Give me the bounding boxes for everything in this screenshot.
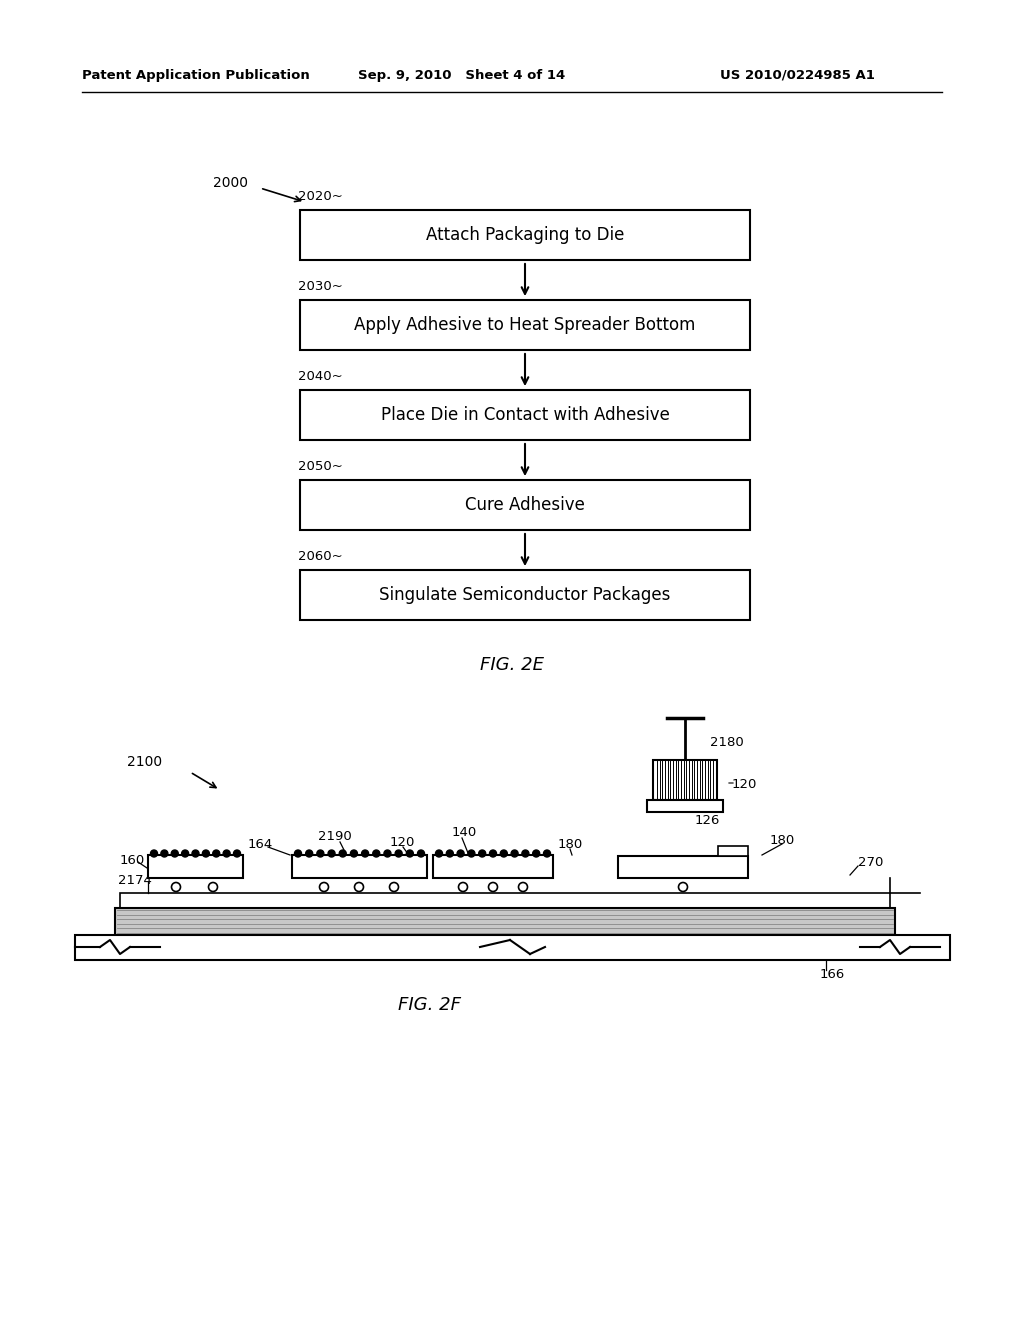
Circle shape xyxy=(171,850,178,857)
Text: 180: 180 xyxy=(770,833,796,846)
Text: US 2010/0224985 A1: US 2010/0224985 A1 xyxy=(720,69,874,82)
Circle shape xyxy=(459,883,468,891)
Text: FIG. 2E: FIG. 2E xyxy=(480,656,544,675)
Circle shape xyxy=(223,850,230,857)
Circle shape xyxy=(361,850,369,857)
Circle shape xyxy=(384,850,391,857)
Circle shape xyxy=(435,850,442,857)
Bar xyxy=(653,760,717,800)
Circle shape xyxy=(457,850,464,857)
Text: 2174: 2174 xyxy=(118,874,152,887)
Bar xyxy=(300,389,750,440)
Text: 2190: 2190 xyxy=(318,829,352,842)
Text: Singulate Semiconductor Packages: Singulate Semiconductor Packages xyxy=(379,586,671,605)
Text: 120: 120 xyxy=(390,836,416,849)
Text: 126: 126 xyxy=(695,813,720,826)
Bar xyxy=(148,855,243,878)
Circle shape xyxy=(181,850,188,857)
Circle shape xyxy=(407,850,414,857)
Circle shape xyxy=(373,850,380,857)
Circle shape xyxy=(418,850,425,857)
Bar xyxy=(618,855,748,878)
Bar xyxy=(300,210,750,260)
Bar xyxy=(433,855,553,878)
Text: 140: 140 xyxy=(452,826,477,840)
Circle shape xyxy=(489,850,497,857)
Circle shape xyxy=(544,850,551,857)
Circle shape xyxy=(316,850,324,857)
Bar xyxy=(300,570,750,620)
Circle shape xyxy=(151,850,158,857)
Circle shape xyxy=(389,883,398,891)
Bar xyxy=(647,800,723,812)
Circle shape xyxy=(171,883,180,891)
Circle shape xyxy=(478,850,485,857)
Circle shape xyxy=(213,850,220,857)
Circle shape xyxy=(395,850,402,857)
Circle shape xyxy=(518,883,527,891)
Circle shape xyxy=(501,850,507,857)
Circle shape xyxy=(339,850,346,857)
Text: 2050~: 2050~ xyxy=(298,459,343,473)
Text: 2100: 2100 xyxy=(127,755,162,770)
Bar xyxy=(115,908,895,935)
Text: FIG. 2F: FIG. 2F xyxy=(398,997,462,1014)
Circle shape xyxy=(446,850,454,857)
Bar xyxy=(75,935,950,960)
Bar xyxy=(120,894,890,908)
Text: Patent Application Publication: Patent Application Publication xyxy=(82,69,309,82)
Bar xyxy=(300,300,750,350)
Text: Apply Adhesive to Heat Spreader Bottom: Apply Adhesive to Heat Spreader Bottom xyxy=(354,315,695,334)
Text: Sep. 9, 2010   Sheet 4 of 14: Sep. 9, 2010 Sheet 4 of 14 xyxy=(358,69,565,82)
Circle shape xyxy=(488,883,498,891)
Circle shape xyxy=(319,883,329,891)
Circle shape xyxy=(328,850,335,857)
Text: 270: 270 xyxy=(858,855,884,869)
Circle shape xyxy=(209,883,217,891)
Circle shape xyxy=(233,850,241,857)
Text: 120: 120 xyxy=(732,779,758,792)
Text: Cure Adhesive: Cure Adhesive xyxy=(465,496,585,513)
Text: Place Die in Contact with Adhesive: Place Die in Contact with Adhesive xyxy=(381,407,670,424)
Circle shape xyxy=(203,850,209,857)
Circle shape xyxy=(161,850,168,857)
Text: 2180: 2180 xyxy=(710,735,743,748)
Text: 2020~: 2020~ xyxy=(298,190,343,202)
Circle shape xyxy=(306,850,312,857)
Bar xyxy=(300,480,750,531)
Bar xyxy=(292,855,427,878)
Circle shape xyxy=(350,850,357,857)
Text: 2000: 2000 xyxy=(213,176,248,190)
Text: 2060~: 2060~ xyxy=(298,549,343,562)
Circle shape xyxy=(522,850,529,857)
Circle shape xyxy=(468,850,475,857)
Bar xyxy=(718,846,748,855)
Text: 166: 166 xyxy=(820,969,845,982)
Circle shape xyxy=(511,850,518,857)
Text: 164: 164 xyxy=(248,838,273,851)
Circle shape xyxy=(354,883,364,891)
Text: Attach Packaging to Die: Attach Packaging to Die xyxy=(426,226,625,244)
Text: 2040~: 2040~ xyxy=(298,370,343,383)
Text: 180: 180 xyxy=(558,838,584,851)
Text: 160: 160 xyxy=(120,854,145,866)
Circle shape xyxy=(679,883,687,891)
Circle shape xyxy=(532,850,540,857)
Circle shape xyxy=(295,850,301,857)
Circle shape xyxy=(193,850,199,857)
Text: 2030~: 2030~ xyxy=(298,280,343,293)
